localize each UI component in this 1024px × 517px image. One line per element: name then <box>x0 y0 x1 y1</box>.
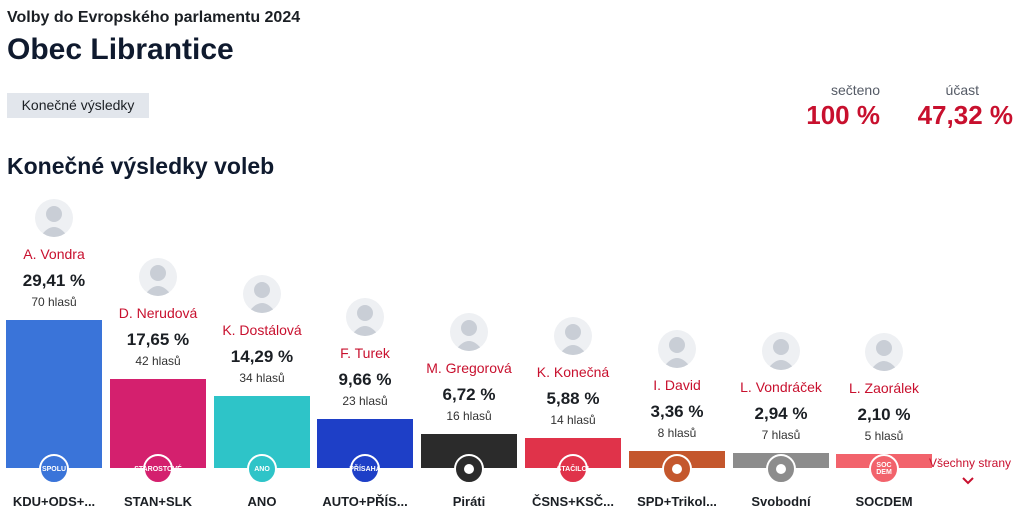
candidate-name: K. Konečná <box>536 364 610 380</box>
party-column[interactable]: M. Gregorová 6,72 % 16 hlasů Piráti <box>421 0 517 517</box>
votes-label: 70 hlasů <box>31 295 77 309</box>
candidate-avatar <box>139 258 177 296</box>
candidate-name: I. David <box>653 377 701 393</box>
value-label: 29,41 % <box>22 271 86 290</box>
page-title: Obec Librantice <box>7 33 234 66</box>
result-bar[interactable] <box>6 320 102 468</box>
votes-label: 23 hlasů <box>342 394 388 408</box>
party-name: ČSNS+KSČ... <box>532 494 614 509</box>
party-column[interactable]: L. Vondráček 2,94 % 7 hlasů Svobodní <box>733 0 829 517</box>
votes-label: 14 hlasů <box>550 413 596 427</box>
party-name: STAN+SLK <box>123 494 192 509</box>
party-column[interactable]: I. David 3,36 % 8 hlasů SPD+Trikol... <box>629 0 725 517</box>
election-subtitle: Volby do Evropského parlamentu 2024 <box>7 9 301 26</box>
party-name: Piráti <box>452 494 486 509</box>
party-name: SPD+Trikol... <box>637 494 717 509</box>
candidate-name: M. Gregorová <box>426 360 512 376</box>
candidate-avatar <box>554 317 592 355</box>
ano-logo-icon: ANO <box>247 454 277 484</box>
prisaha-logo-icon: PŘÍSAHA <box>349 454 381 484</box>
turnout-value: 47,32 % <box>917 100 1013 130</box>
candidate-avatar <box>346 298 384 336</box>
candidate-avatar <box>865 333 903 371</box>
pirati-logo-icon <box>454 454 484 484</box>
candidate-avatar <box>35 199 73 237</box>
party-column[interactable]: K. Konečná 5,88 % 14 hlasů STAČILO! ČSNS+KSČ… <box>525 0 621 517</box>
candidate-avatar <box>243 275 281 313</box>
candidate-name: D. Nerudová <box>118 305 198 321</box>
socdem-logo-icon: SOC DEM <box>869 454 899 484</box>
all-parties-link[interactable]: Všechny strany <box>928 456 1012 470</box>
candidate-name: F. Turek <box>340 345 390 361</box>
party-name: Svobodní <box>751 494 811 509</box>
value-label: 2,94 % <box>754 404 808 423</box>
value-label: 9,66 % <box>338 370 392 389</box>
candidate-name: L. Vondráček <box>740 379 822 395</box>
candidate-name: A. Vondra <box>23 246 85 262</box>
votes-label: 8 hlasů <box>657 426 697 440</box>
turnout-label: účast <box>945 82 979 98</box>
candidate-avatar <box>450 313 488 351</box>
counted-label: sečteno <box>830 82 880 98</box>
votes-label: 42 hlasů <box>135 354 181 368</box>
party-name: AUTO+PŘÍS... <box>322 494 408 509</box>
svobodni-logo-icon <box>766 454 796 484</box>
value-label: 5,88 % <box>546 389 600 408</box>
party-column[interactable]: D. Nerudová 17,65 % 42 hlasů STAROSTOVÉ STAN… <box>110 0 206 517</box>
votes-label: 7 hlasů <box>761 428 801 442</box>
candidate-name: L. Zaorálek <box>848 380 920 396</box>
party-column[interactable]: A. Vondra 29,41 % 70 hlasů SPOLU KDU+ODS+... <box>6 0 102 517</box>
candidate-avatar <box>658 330 696 368</box>
candidate-name: K. Dostálová <box>222 322 302 338</box>
stacilo-logo-icon: STAČILO! <box>557 454 589 484</box>
turnout-stat: účast 47,32 % <box>895 82 1013 131</box>
value-label: 3,36 % <box>650 402 704 421</box>
counted-value: 100 % <box>806 100 880 130</box>
spd-logo-icon <box>662 454 692 484</box>
result-bar[interactable] <box>110 379 206 468</box>
spolu-logo-icon: SPOLU <box>39 454 69 484</box>
value-label: 14,29 % <box>230 347 294 366</box>
candidate-avatar <box>762 332 800 370</box>
party-column[interactable]: K. Dostálová 14,29 % 34 hlasů ANO ANO <box>214 0 310 517</box>
party-name: SOCDEM <box>855 494 913 509</box>
party-name: ANO <box>247 494 277 509</box>
votes-label: 5 hlasů <box>864 429 904 443</box>
party-column[interactable]: F. Turek 9,66 % 23 hlasů PŘÍSAHA AUTO+PŘÍS..… <box>317 0 413 517</box>
value-label: 6,72 % <box>442 385 496 404</box>
votes-label: 16 hlasů <box>446 409 492 423</box>
starostove-logo-icon: STAROSTOVÉ <box>134 454 182 484</box>
party-name: KDU+ODS+... <box>12 494 96 509</box>
section-title: Konečné výsledky voleb <box>7 153 275 179</box>
value-label: 17,65 % <box>126 330 190 349</box>
votes-label: 34 hlasů <box>239 371 285 385</box>
counted-stat: sečteno 100 % <box>790 82 880 131</box>
value-label: 2,10 % <box>857 405 911 424</box>
status-tag: Konečné výsledky <box>7 93 149 118</box>
chevron-down-icon[interactable] <box>962 474 974 488</box>
party-column[interactable]: L. Zaorálek 2,10 % 5 hlasů SOC DEM SOCDEM <box>836 0 932 517</box>
